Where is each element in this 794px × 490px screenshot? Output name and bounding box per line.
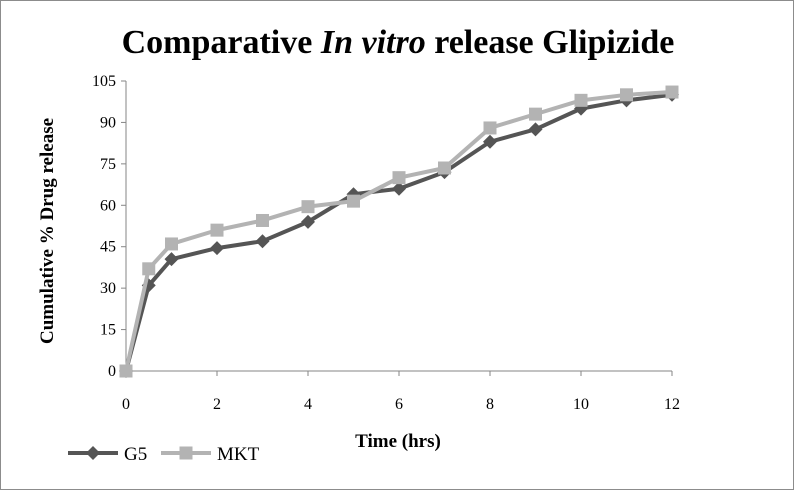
data-point-mkt — [529, 107, 542, 121]
data-point-mkt — [347, 194, 360, 208]
data-point-g5 — [483, 134, 497, 149]
x-tick-label: 10 — [573, 396, 589, 413]
legend-label-g5: G5 — [124, 444, 147, 465]
data-point-g5 — [301, 214, 315, 229]
y-tick-label: 45 — [100, 239, 116, 256]
data-point-mkt — [483, 121, 497, 135]
x-tick-label: 4 — [304, 396, 312, 413]
legend: G5 MKT — [68, 444, 260, 465]
legend-item-mkt: MKT — [161, 444, 260, 465]
data-point-mkt — [119, 364, 133, 378]
legend-marker-mkt — [179, 446, 193, 460]
data-point-mkt — [165, 237, 178, 251]
data-point-mkt — [142, 262, 156, 276]
legend-label-mkt: MKT — [217, 444, 260, 465]
data-point-mkt — [620, 88, 633, 102]
y-tick-label: 90 — [100, 114, 116, 131]
data-point-g5 — [210, 241, 224, 256]
y-axis-label: Cumulative % Drug release — [37, 118, 58, 344]
data-point-g5 — [164, 252, 179, 267]
data-point-mkt — [665, 85, 679, 99]
x-axis-label: Time (hrs) — [355, 431, 441, 452]
chart-title: Comparative In vitro release Glipizide — [122, 24, 675, 61]
y-tick-label: 60 — [100, 197, 116, 214]
y-tick-label: 0 — [108, 363, 116, 380]
data-point-mkt — [256, 213, 269, 227]
data-point-g5 — [392, 181, 406, 196]
legend-marker-g5 — [86, 446, 100, 460]
data-point-g5 — [255, 234, 270, 249]
data-point-g5 — [528, 122, 543, 137]
series-layer — [119, 85, 679, 378]
y-tick-label: 105 — [92, 73, 116, 90]
y-tick-label: 15 — [100, 322, 116, 339]
data-point-mkt — [210, 223, 224, 237]
x-tick-label: 0 — [122, 396, 130, 413]
data-point-mkt — [301, 200, 315, 214]
data-point-mkt — [392, 171, 406, 185]
chart-title-part-1: Comparative — [122, 24, 321, 61]
y-tick-label: 30 — [100, 280, 116, 297]
x-tick-label: 2 — [213, 396, 221, 413]
x-tick-label: 12 — [664, 396, 680, 413]
data-point-mkt — [438, 161, 451, 175]
y-tick-label: 75 — [100, 156, 116, 173]
data-point-mkt — [574, 93, 588, 107]
chart-title-part-italic: In vitro — [320, 24, 426, 61]
series-mkt — [119, 85, 679, 378]
chart-title-part-2: release Glipizide — [426, 24, 675, 61]
x-tick-label: 6 — [395, 396, 403, 413]
series-line-mkt — [124, 90, 673, 372]
legend-item-g5: G5 — [68, 444, 147, 465]
x-tick-label: 8 — [486, 396, 494, 413]
